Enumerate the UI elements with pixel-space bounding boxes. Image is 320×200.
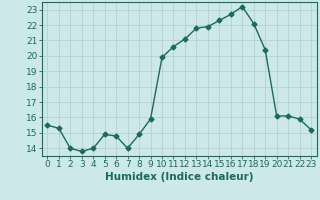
X-axis label: Humidex (Indice chaleur): Humidex (Indice chaleur) xyxy=(105,172,253,182)
